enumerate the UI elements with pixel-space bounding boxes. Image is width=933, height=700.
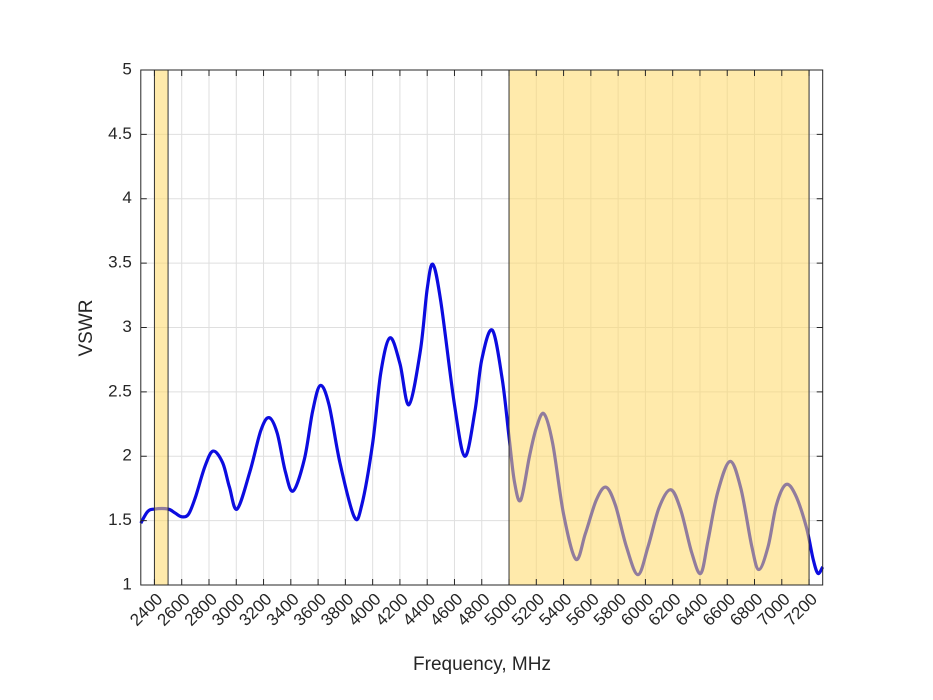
y-tick-label: 2.5: [108, 381, 132, 400]
y-tick-label: 2: [122, 446, 131, 465]
y-tick-label: 3: [122, 317, 131, 336]
y-tick-label: 4.5: [108, 124, 132, 143]
y-tick-label: 4: [122, 188, 131, 207]
y-tick-label: 3.5: [108, 253, 132, 272]
shaded-region: [508, 69, 810, 586]
shaded-region: [153, 69, 169, 586]
y-tick-label: 1.5: [108, 510, 132, 529]
y-axis-label: VSWR: [76, 300, 97, 357]
x-axis-label: Frequency, MHz: [413, 654, 551, 675]
y-tick-label: 5: [122, 59, 131, 78]
y-tick-label: 1: [122, 574, 131, 593]
